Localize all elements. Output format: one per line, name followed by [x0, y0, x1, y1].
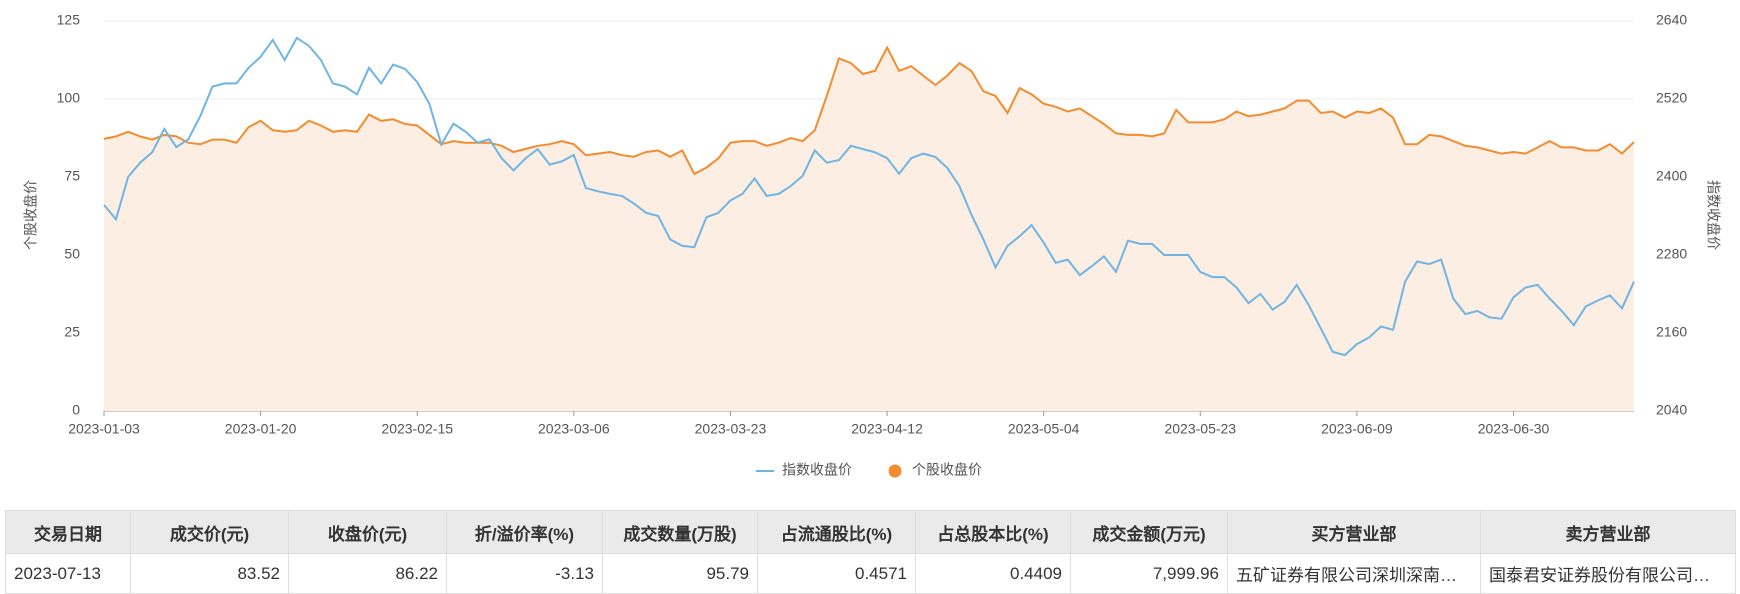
table-row: 2023-07-13 83.52 86.22 -3.13 95.79 0.4571 0.44…	[5, 553, 1736, 594]
y2-tick-label: 2520	[1656, 90, 1687, 106]
cell: -3.13	[446, 553, 603, 594]
column-header: 买方营业部	[1227, 510, 1481, 554]
column-header: 占流通股比(%)	[757, 510, 916, 554]
y-tick-label: 25	[64, 324, 80, 340]
column-header: 成交金额(万元)	[1070, 510, 1228, 554]
cell: 0.4571	[757, 553, 916, 594]
x-tick-label: 2023-04-12	[851, 421, 923, 437]
legend-label: 个股收盘价	[912, 462, 982, 478]
legend-icon	[888, 464, 902, 478]
y-tick-label: 100	[57, 90, 81, 106]
cell: 五矿证券有限公司深圳深南…	[1227, 553, 1481, 594]
line	[103, 36, 1635, 357]
y-tick-label: 0	[72, 402, 80, 418]
cell: 7,999.96	[1070, 553, 1228, 594]
x-tick-label: 2023-05-23	[1164, 421, 1236, 437]
cell: 2023-07-13	[5, 553, 131, 594]
column-header: 占总股本比(%)	[915, 510, 1071, 554]
y2-tick-label: 2280	[1656, 246, 1687, 262]
y2-tick-label: 2160	[1656, 324, 1687, 340]
area-fill	[104, 47, 1634, 411]
column-header: 交易日期	[5, 510, 131, 554]
column-header: 折/溢价率(%)	[446, 510, 603, 554]
x-tick-label: 2023-03-06	[538, 421, 610, 437]
cell: 86.22	[288, 553, 447, 594]
column-header: 成交数量(万股)	[602, 510, 758, 554]
y2-tick-label: 2040	[1656, 402, 1687, 418]
cell: 0.4409	[915, 553, 1071, 594]
cell: 83.52	[130, 553, 289, 594]
column-header: 收盘价(元)	[288, 510, 447, 554]
x-tick-label: 2023-06-30	[1478, 421, 1550, 437]
x-tick-label: 2023-01-03	[68, 421, 140, 437]
y2-tick-label: 2640	[1656, 12, 1687, 28]
column-header: 成交价(元)	[130, 510, 289, 554]
cell: 国泰君安证券股份有限公司…	[1480, 553, 1736, 594]
y2-axis-label: 指数收盘价	[1705, 180, 1721, 250]
x-tick-label: 2023-05-04	[1008, 421, 1080, 437]
y2-tick-label: 2400	[1656, 168, 1687, 184]
cell: 95.79	[602, 553, 758, 594]
y-tick-label: 50	[64, 246, 80, 262]
x-tick-label: 2023-03-23	[695, 421, 767, 437]
x-tick-label: 2023-01-20	[225, 421, 297, 437]
y-tick-label: 125	[57, 12, 81, 28]
area-line	[103, 45, 1635, 176]
trade-table: 交易日期 成交价(元) 收盘价(元) 折/溢价率(%) 成交数量(万股) 占流通股比(%)…	[5, 510, 1736, 594]
header-row: 交易日期 成交价(元) 收盘价(元) 折/溢价率(%) 成交数量(万股) 占流通股比(%)…	[5, 510, 1736, 554]
y-axis-label: 个股收盘价	[23, 180, 39, 250]
column-header: 卖方营业部	[1480, 510, 1736, 554]
y-tick-label: 75	[64, 168, 80, 184]
chart: 个股收盘价 指数收盘价 0 25 50 75 100 125 2040 2160 2280 240…	[23, 12, 1722, 478]
x-tick-label: 2023-02-15	[381, 421, 453, 437]
x-tick-label: 2023-06-09	[1321, 421, 1393, 437]
legend-label: 指数收盘价	[782, 462, 852, 478]
